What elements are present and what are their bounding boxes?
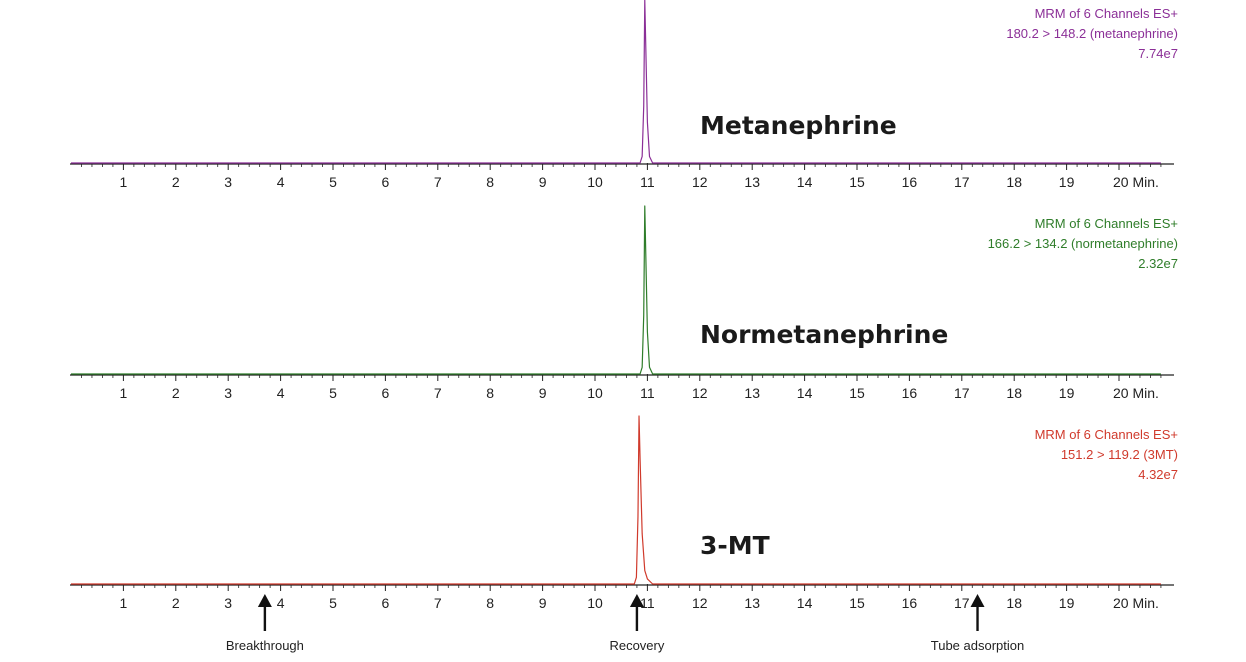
x-tick-label: 2 (172, 174, 180, 190)
x-tick-label: 1 (120, 385, 128, 401)
x-tick-label: 13 (744, 174, 760, 190)
x-tick-label: 1 (120, 595, 128, 611)
channel-info: MRM of 6 Channels ES+ (1035, 427, 1178, 442)
x-tick-label: 8 (486, 595, 494, 611)
x-tick-label: 9 (539, 174, 547, 190)
trace-3mt (71, 415, 1161, 585)
x-tick-label: 20 Min. (1113, 385, 1159, 401)
channel-info: MRM of 6 Channels ES+ (1035, 216, 1178, 231)
compound-label: Normetanephrine (700, 320, 948, 349)
x-tick-label: 8 (486, 174, 494, 190)
x-tick-label: 19 (1059, 385, 1075, 401)
annotation-label: Breakthrough (226, 638, 304, 653)
x-tick-label: 5 (329, 385, 337, 401)
transition-label: 151.2 > 119.2 (3MT) (1061, 447, 1178, 462)
x-tick-label: 4 (277, 174, 285, 190)
x-tick-label: 19 (1059, 174, 1075, 190)
x-axis: 1 2 3 4 5 6 7 8 9 10 11 12 13 14 15 16 17 18 19 20 Min. (70, 374, 1174, 401)
x-tick-label: 10 (587, 174, 603, 190)
x-tick-label: 11 (640, 174, 655, 190)
x-axis: 1 2 3 4 5 6 7 8 9 10 11 12 13 14 15 16 17 18 19 20 Min. (70, 163, 1174, 190)
x-tick-label: 3 (224, 595, 232, 611)
x-tick-label: 7 (434, 385, 442, 401)
x-tick-label: 17 (954, 174, 970, 190)
x-tick-label: 9 (539, 385, 547, 401)
x-tick-label: 14 (797, 174, 813, 190)
x-tick-label: 7 (434, 174, 442, 190)
x-tick-label: 5 (329, 174, 337, 190)
x-tick-label: 16 (902, 385, 918, 401)
x-tick-label: 15 (849, 174, 865, 190)
intensity-label: 2.32e7 (1138, 256, 1178, 271)
chromatogram-panel-3mt: 1 2 3 4 5 6 7 8 9 10 11 12 13 14 15 16 17 18 19 20 Min.3-MT… (70, 415, 1178, 611)
x-tick-label: 2 (172, 595, 180, 611)
x-tick-label: 13 (744, 385, 760, 401)
arrow-up-icon (257, 594, 272, 607)
x-tick-label: 14 (797, 595, 813, 611)
x-tick-label: 16 (902, 595, 918, 611)
arrow-up-icon (970, 594, 985, 607)
x-tick-label: 10 (587, 385, 603, 401)
channel-info: MRM of 6 Channels ES+ (1035, 6, 1178, 21)
compound-label: 3-MT (700, 531, 770, 560)
x-tick-label: 10 (587, 595, 603, 611)
x-tick-label: 15 (849, 385, 865, 401)
x-tick-label: 5 (329, 595, 337, 611)
x-tick-label: 15 (849, 595, 865, 611)
x-tick-label: 20 Min. (1113, 595, 1159, 611)
x-tick-label: 3 (224, 385, 232, 401)
x-tick-label: 16 (902, 174, 918, 190)
x-tick-label: 8 (486, 385, 494, 401)
x-tick-label: 18 (1006, 385, 1022, 401)
x-tick-label: 7 (434, 595, 442, 611)
chromatogram-panel-normetanephrine: 1 2 3 4 5 6 7 8 9 10 11 12 13 14 15 16 17 18 19 20 Min.Norm… (70, 205, 1178, 401)
chromatogram-panel-metanephrine: 1 2 3 4 5 6 7 8 9 10 11 12 13 14 15 16 17 18 19 20 Min.Meta… (70, 0, 1178, 190)
x-tick-label: 2 (172, 385, 180, 401)
annotation: Recovery (609, 594, 665, 653)
x-tick-label: 19 (1059, 595, 1075, 611)
x-tick-label: 14 (797, 385, 813, 401)
annotation-label: Recovery (609, 638, 664, 653)
transition-label: 166.2 > 134.2 (normetanephrine) (988, 236, 1178, 251)
x-axis: 1 2 3 4 5 6 7 8 9 10 11 12 13 14 15 16 17 18 19 20 Min. (70, 584, 1174, 611)
trace-normetanephrine (71, 205, 1161, 375)
x-tick-label: 17 (954, 385, 970, 401)
intensity-label: 7.74e7 (1138, 46, 1178, 61)
x-tick-label: 3 (224, 174, 232, 190)
compound-label: Metanephrine (700, 111, 897, 140)
x-tick-label: 12 (692, 174, 708, 190)
x-tick-label: 11 (640, 385, 655, 401)
trace-metanephrine (71, 0, 1161, 164)
x-tick-label: 4 (277, 595, 285, 611)
intensity-label: 4.32e7 (1138, 467, 1178, 482)
arrow-up-icon (629, 594, 644, 607)
x-tick-label: 9 (539, 595, 547, 611)
x-tick-label: 6 (382, 595, 390, 611)
annotations: Breakthrough Recovery Tube adsorption (226, 594, 1024, 653)
annotation: Breakthrough (226, 594, 304, 653)
x-tick-label: 4 (277, 385, 285, 401)
x-tick-label: 12 (692, 595, 708, 611)
x-tick-label: 11 (640, 595, 655, 611)
x-tick-label: 18 (1006, 174, 1022, 190)
annotation-label: Tube adsorption (931, 638, 1024, 653)
x-tick-label: 17 (954, 595, 970, 611)
transition-label: 180.2 > 148.2 (metanephrine) (1006, 26, 1178, 41)
x-tick-label: 20 Min. (1113, 174, 1159, 190)
annotation: Tube adsorption (931, 594, 1024, 653)
x-tick-label: 12 (692, 385, 708, 401)
x-tick-label: 6 (382, 174, 390, 190)
x-tick-label: 1 (120, 174, 128, 190)
x-tick-label: 13 (744, 595, 760, 611)
x-tick-label: 6 (382, 385, 390, 401)
x-tick-label: 18 (1006, 595, 1022, 611)
